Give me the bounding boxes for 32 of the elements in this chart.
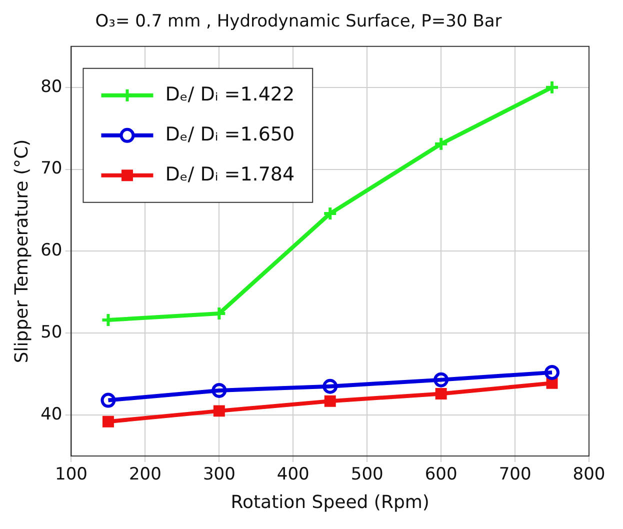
legend-label: Dₑ/ Dᵢ =1.422 [165,83,295,106]
x-tick-label: 600 [424,464,458,485]
point [213,405,225,417]
point [434,136,449,152]
y-tick-label: 60 [40,240,62,261]
x-tick-label: 100 [55,464,88,485]
point [434,372,449,388]
point [322,206,338,222]
point [544,80,560,95]
y-tick-label: 80 [40,76,62,97]
point [435,388,447,400]
point [324,395,336,407]
y-axis-title: Slipper Temperature (°C) [11,139,32,364]
x-tick-label: 200 [128,464,162,485]
y-tick-label: 70 [40,158,62,179]
x-tick-label: 700 [498,464,532,485]
x-tick-label: 800 [572,464,606,485]
legend-label: Dₑ/ Dᵢ =1.784 [165,163,295,186]
point [212,382,227,398]
x-tick-label: 400 [276,464,310,485]
x-tick-label: 500 [350,464,384,485]
x-axis-title: Rotation Speed (Rpm) [230,492,430,513]
point [544,364,560,380]
legend-label: Dₑ/ Dᵢ =1.650 [165,123,295,146]
point [100,392,116,408]
chart-title: O₃= 0.7 mm , Hydrodynamic Surface, P=30 Bar [95,12,502,32]
point [322,378,338,394]
point [546,377,558,389]
x-tick-label: 300 [202,464,236,485]
point [102,416,114,428]
y-tick-label: 40 [40,404,62,424]
y-tick-label: 50 [40,322,62,343]
